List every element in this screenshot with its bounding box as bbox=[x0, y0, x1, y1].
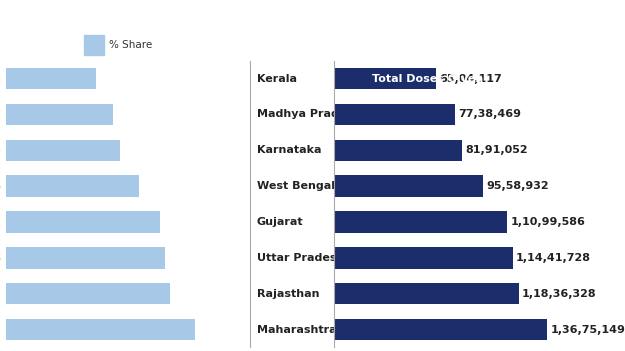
Text: Rajasthan: Rajasthan bbox=[257, 289, 319, 299]
Bar bbox=[6, 140, 120, 161]
Bar bbox=[334, 68, 436, 90]
Text: Kerala: Kerala bbox=[257, 74, 297, 84]
Text: 1,10,99,586: 1,10,99,586 bbox=[511, 217, 585, 227]
Bar bbox=[6, 104, 113, 125]
Text: 8.74%: 8.74% bbox=[0, 289, 1, 299]
Text: 1,36,75,149: 1,36,75,149 bbox=[551, 325, 625, 335]
Text: 6.05%: 6.05% bbox=[0, 145, 1, 155]
Text: 7.06%: 7.06% bbox=[0, 181, 1, 191]
Text: 81,91,052: 81,91,052 bbox=[465, 145, 528, 155]
Text: 8.45%: 8.45% bbox=[0, 253, 1, 263]
Bar bbox=[6, 176, 139, 197]
Text: Madhya Pradesh: Madhya Pradesh bbox=[257, 110, 361, 119]
Bar bbox=[6, 211, 160, 233]
Bar bbox=[6, 283, 170, 304]
Text: Maharashtra: Maharashtra bbox=[257, 325, 336, 335]
Bar bbox=[334, 104, 455, 125]
Text: 65,04,117: 65,04,117 bbox=[439, 74, 502, 84]
Text: Gujarat: Gujarat bbox=[257, 217, 303, 227]
Text: 4.80%: 4.80% bbox=[0, 74, 1, 84]
Bar bbox=[6, 319, 196, 340]
Text: 95,58,932: 95,58,932 bbox=[486, 181, 549, 191]
Bar bbox=[84, 35, 104, 55]
Text: 77,38,469: 77,38,469 bbox=[458, 110, 521, 119]
Text: % Share: % Share bbox=[109, 40, 152, 50]
Text: 59% of cumulative doses given so far, are in 8 States: 59% of cumulative doses given so far, ar… bbox=[32, 18, 593, 37]
Bar bbox=[334, 140, 462, 161]
Bar bbox=[334, 247, 512, 269]
Bar bbox=[334, 176, 483, 197]
Bar bbox=[334, 283, 519, 304]
Bar bbox=[6, 68, 96, 90]
Text: West Bengal: West Bengal bbox=[257, 181, 335, 191]
Text: Uttar Pradesh: Uttar Pradesh bbox=[257, 253, 344, 263]
Text: 8.19%: 8.19% bbox=[0, 217, 1, 227]
Text: 5.71%: 5.71% bbox=[0, 110, 1, 119]
Text: Total Doses Given: Total Doses Given bbox=[372, 74, 484, 84]
Bar bbox=[334, 319, 548, 340]
Text: 10.09%: 10.09% bbox=[0, 325, 1, 335]
Text: 1,18,36,328: 1,18,36,328 bbox=[522, 289, 596, 299]
Text: 1,14,41,728: 1,14,41,728 bbox=[516, 253, 591, 263]
Text: Karnataka: Karnataka bbox=[257, 145, 321, 155]
Bar bbox=[334, 211, 508, 233]
Bar bbox=[6, 247, 165, 269]
